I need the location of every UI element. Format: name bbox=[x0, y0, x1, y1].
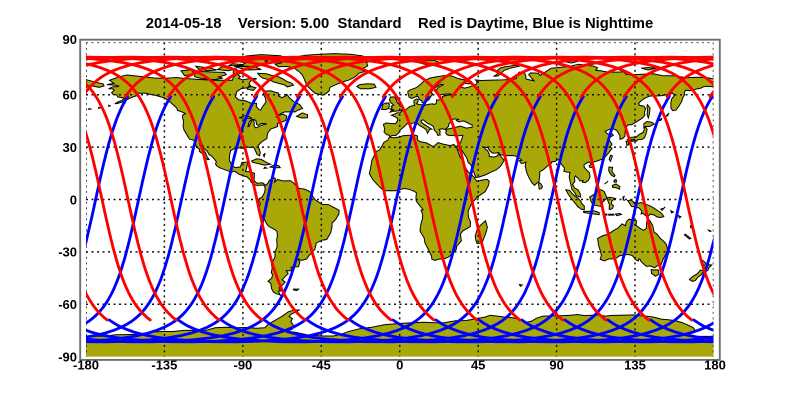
svg-text:-90: -90 bbox=[58, 349, 77, 364]
svg-text:0: 0 bbox=[396, 358, 403, 373]
svg-text:-60: -60 bbox=[58, 297, 77, 312]
svg-text:-90: -90 bbox=[234, 358, 253, 373]
svg-text:2014-05-18 Version: 5.00 S: 2014-05-18 Version: 5.00 Standard Red is… bbox=[146, 16, 653, 32]
svg-text:-45: -45 bbox=[312, 358, 331, 373]
svg-text:60: 60 bbox=[63, 88, 77, 103]
svg-text:90: 90 bbox=[63, 32, 77, 47]
svg-text:135: 135 bbox=[624, 358, 646, 373]
svg-text:-30: -30 bbox=[58, 245, 77, 260]
svg-text:-135: -135 bbox=[151, 358, 177, 373]
svg-text:30: 30 bbox=[63, 140, 77, 155]
svg-text:0: 0 bbox=[70, 192, 77, 207]
svg-text:-180: -180 bbox=[73, 358, 99, 373]
svg-text:90: 90 bbox=[549, 358, 563, 373]
svg-text:45: 45 bbox=[471, 358, 485, 373]
svg-text:180: 180 bbox=[704, 358, 726, 373]
